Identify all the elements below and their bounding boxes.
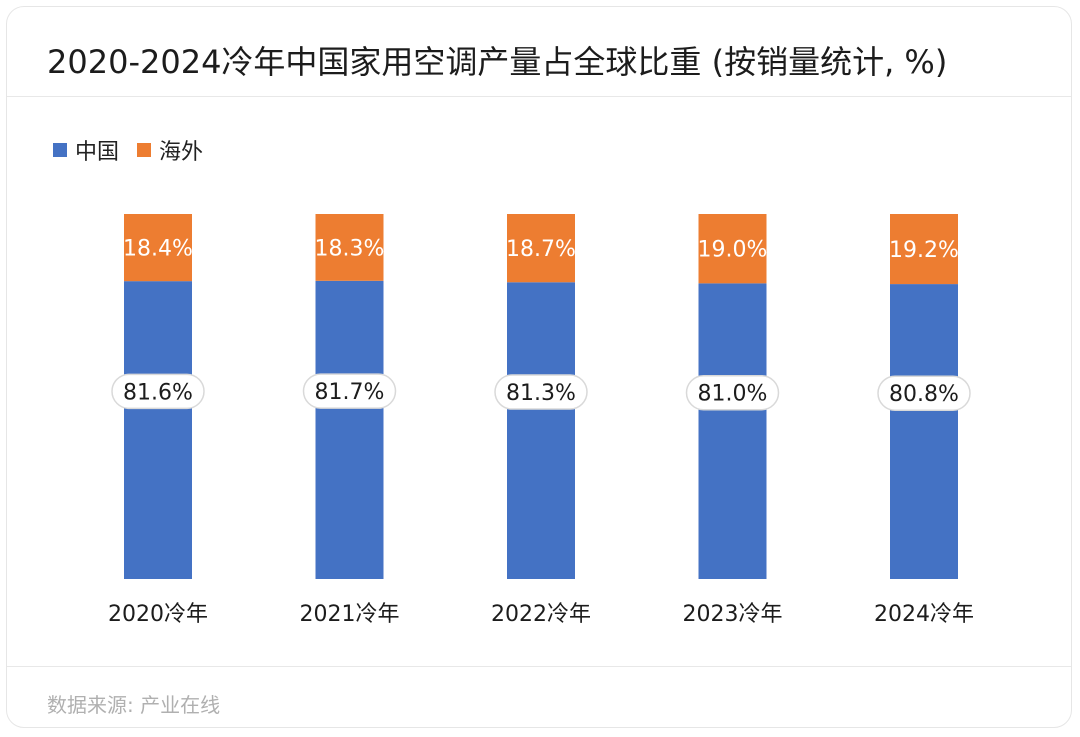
bar-overseas-0 (124, 214, 192, 282)
legend-swatch-china (53, 143, 67, 157)
data-label-china-2: 81.3% (506, 381, 576, 406)
legend: 中国 海外 (53, 134, 203, 166)
chart-title: 2020-2024冷年中国家用空调产量占全球比重 (按销量统计, %) (47, 43, 948, 81)
x-tick-label-2: 2022冷年 (491, 602, 591, 627)
data-label-pill-china-4 (877, 375, 971, 411)
x-tick-label-3: 2023冷年 (683, 602, 783, 627)
bar-overseas-3 (698, 214, 767, 284)
bar-china-0 (124, 281, 192, 579)
data-label-pill-china-0 (111, 373, 205, 410)
data-label-pill-china-3 (685, 374, 780, 411)
bar-china-2 (507, 282, 575, 579)
data-label-china-0: 81.6% (123, 380, 193, 405)
legend-item-china: 中国 (53, 134, 119, 166)
x-tick-label-1: 2021冷年 (300, 602, 400, 627)
data-label-china-3: 81.0% (698, 382, 768, 407)
bar-overseas-4 (890, 214, 958, 285)
data-label-pill-china-1 (302, 373, 397, 409)
data-label-overseas-1: 18.3% (315, 236, 385, 261)
data-label-pill-china-2 (494, 374, 588, 410)
bar-china-4 (890, 284, 958, 579)
x-tick-label-4: 2024冷年 (874, 602, 974, 627)
data-label-overseas-0: 18.4% (123, 237, 193, 262)
legend-item-overseas: 海外 (137, 134, 203, 166)
data-label-overseas-3: 19.0% (698, 238, 768, 263)
header-divider (7, 96, 1071, 97)
data-label-china-4: 80.8% (889, 382, 959, 407)
x-tick-label-0: 2020冷年 (108, 602, 208, 627)
footer-divider (7, 666, 1071, 667)
legend-swatch-overseas (137, 143, 152, 157)
legend-label-china: 中国 (75, 140, 120, 165)
bar-china-3 (698, 283, 767, 579)
legend-label-overseas: 海外 (159, 140, 204, 165)
source-note: 数据来源: 产业在线 (47, 693, 221, 717)
data-label-overseas-2: 18.7% (506, 237, 576, 262)
data-label-overseas-4: 19.2% (889, 238, 959, 263)
bar-overseas-2 (507, 214, 575, 283)
data-label-china-1: 81.7% (315, 380, 385, 405)
bar-china-1 (315, 280, 384, 579)
bar-overseas-1 (315, 214, 384, 281)
